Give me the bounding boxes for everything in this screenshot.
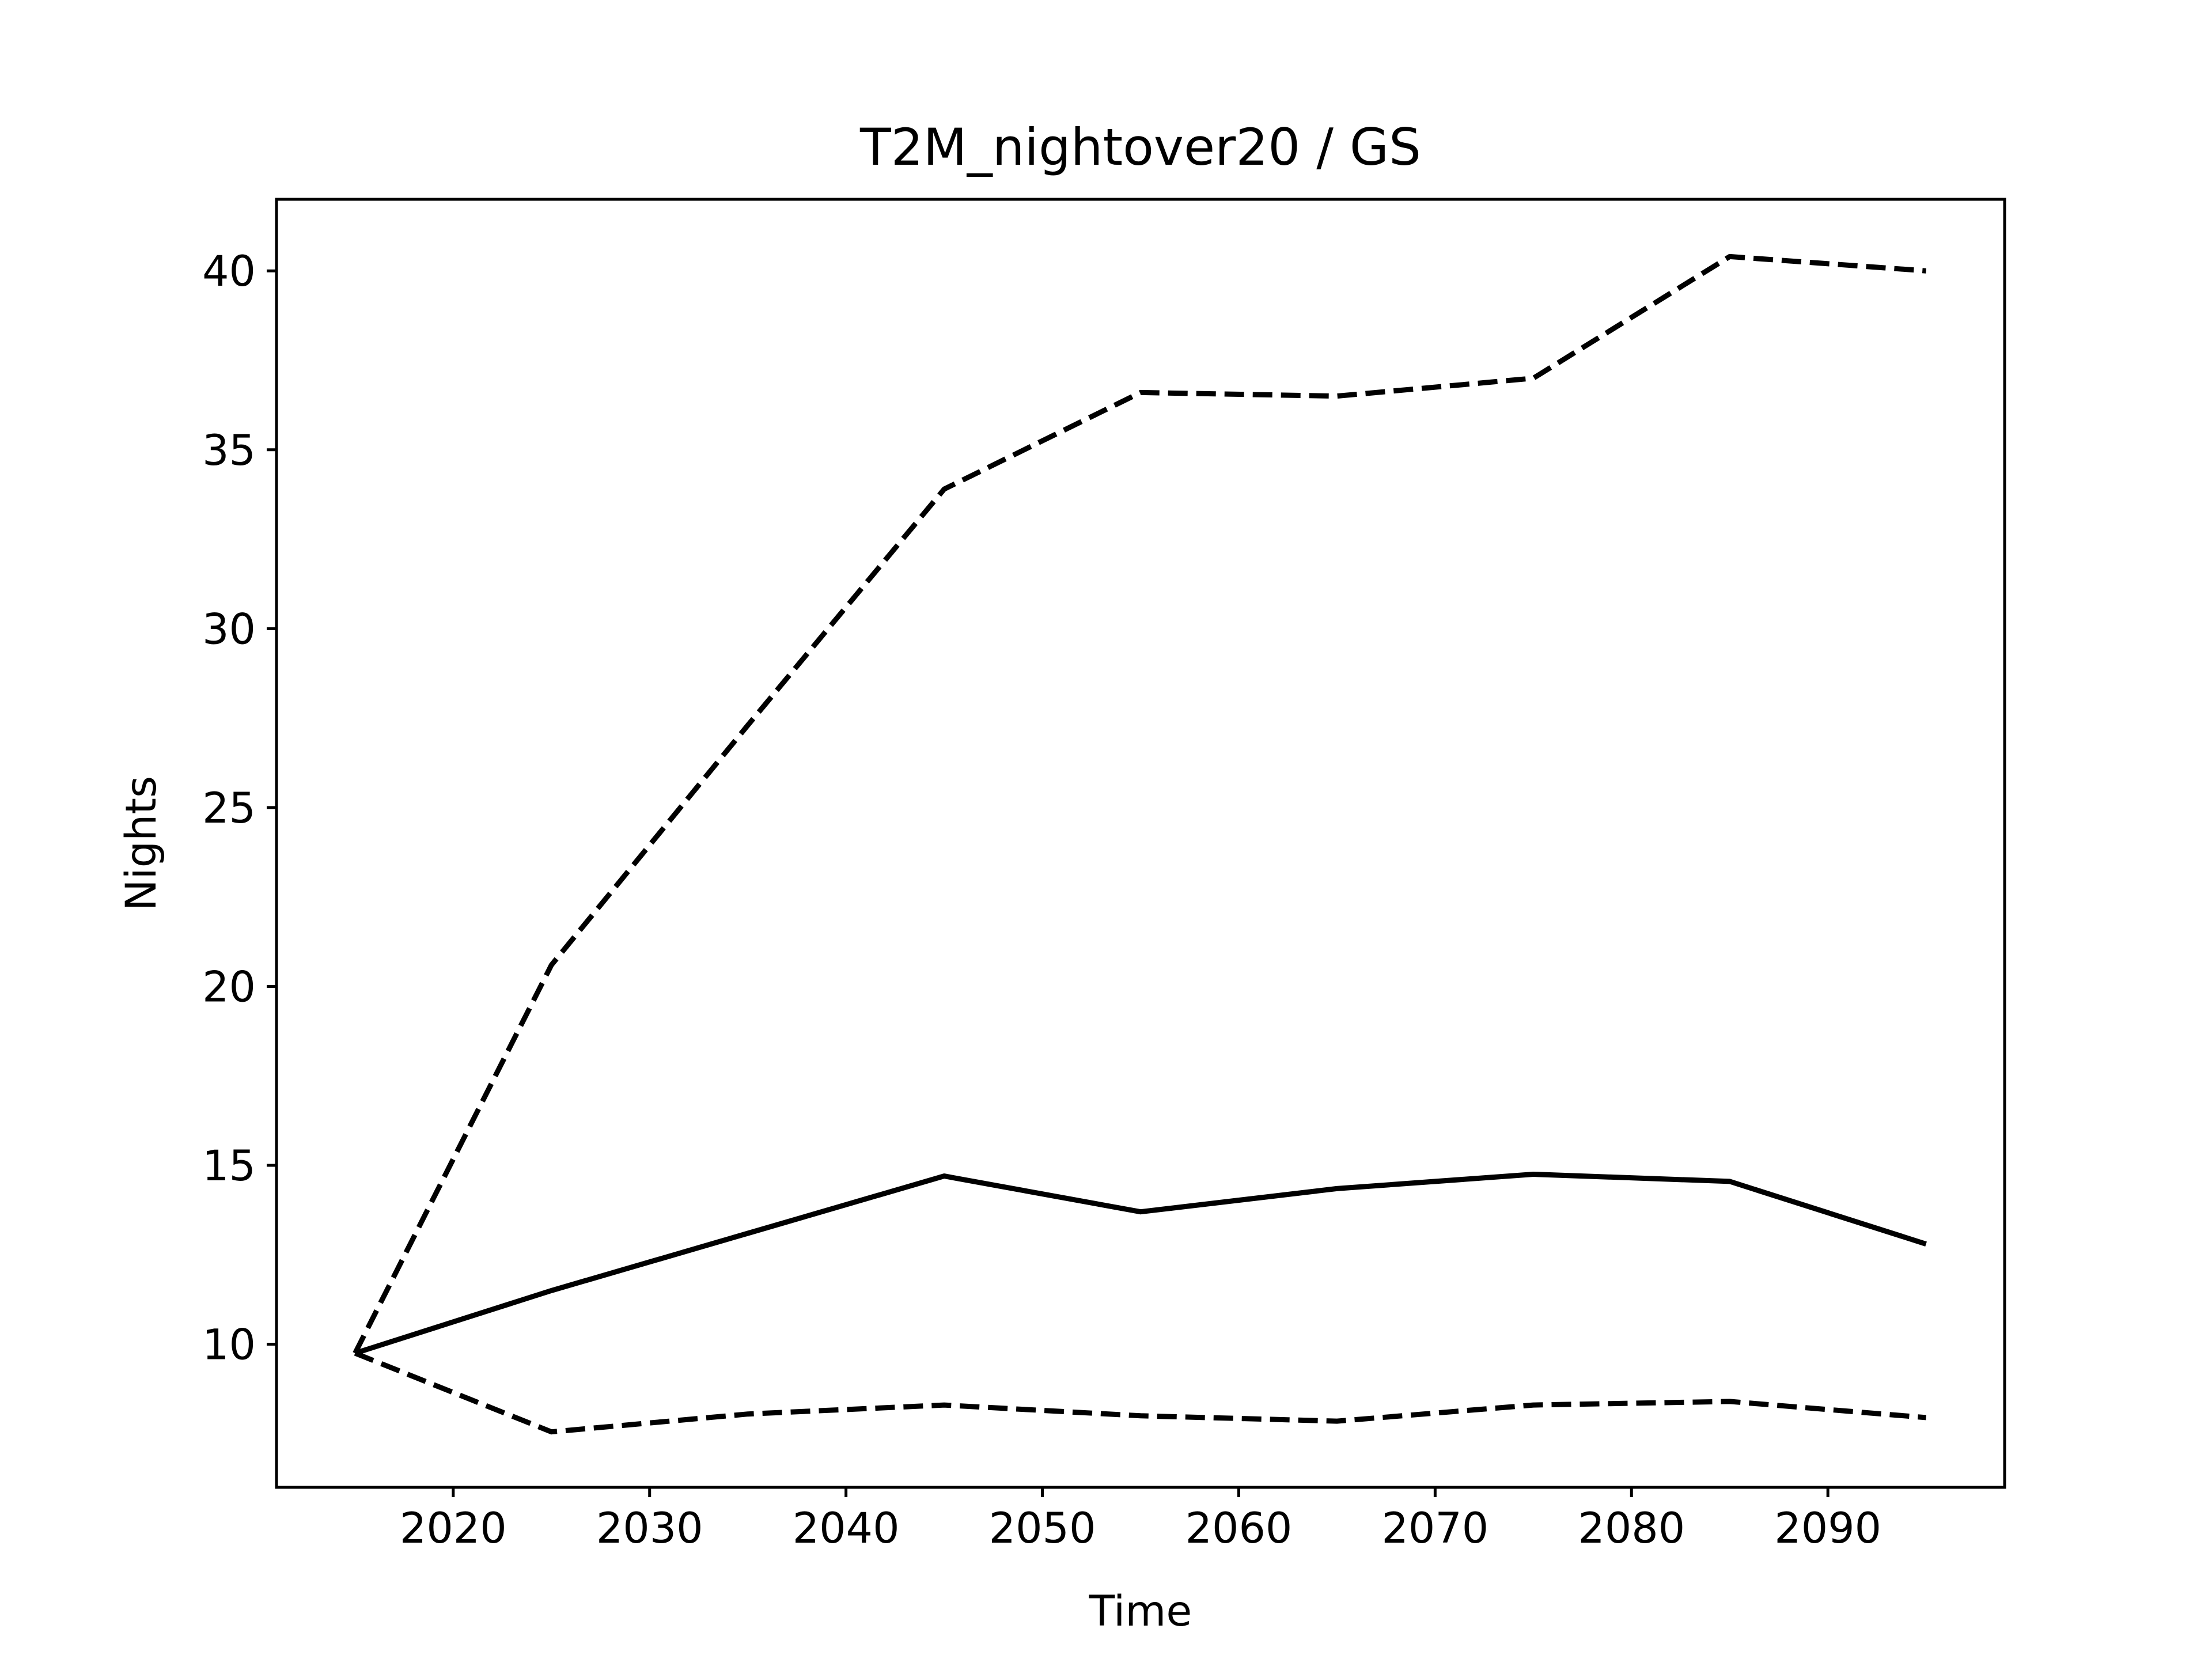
- y-tick-label: 20: [202, 963, 256, 1012]
- plot-frame: [275, 198, 2006, 1489]
- y-tick-label: 40: [202, 247, 256, 296]
- y-tick-label: 15: [202, 1142, 256, 1191]
- y-axis-label: Nights: [117, 776, 166, 911]
- x-tick-label: 2030: [596, 1504, 703, 1553]
- x-tick-label: 2080: [1578, 1504, 1685, 1553]
- x-tick-label: 2070: [1381, 1504, 1488, 1553]
- series-line-2: [354, 1172, 1927, 1356]
- x-tick-label: 2090: [1774, 1504, 1881, 1553]
- x-axis-ticks: 2020 2030 2040 2050 2060 2070 2080 2090: [400, 1487, 1881, 1553]
- y-tick-label: 30: [202, 605, 256, 654]
- x-tick-label: 2050: [989, 1504, 1096, 1553]
- chart-title: T2M_nightover20 / GS: [859, 118, 1421, 177]
- y-axis-ticks: 10 15 20 25 30 35 40: [202, 247, 276, 1370]
- y-tick-label: 25: [202, 784, 256, 833]
- y-tick-label: 10: [202, 1321, 256, 1370]
- x-axis-label: Time: [1089, 1587, 1192, 1636]
- x-tick-label: 2020: [400, 1504, 507, 1553]
- x-tick-label: 2040: [793, 1504, 900, 1553]
- series-line-1: [353, 253, 1926, 1355]
- series-line-3: [354, 1350, 1926, 1435]
- y-tick-label: 35: [202, 426, 256, 475]
- x-tick-label: 2060: [1185, 1504, 1293, 1553]
- series-layer: [353, 253, 1927, 1435]
